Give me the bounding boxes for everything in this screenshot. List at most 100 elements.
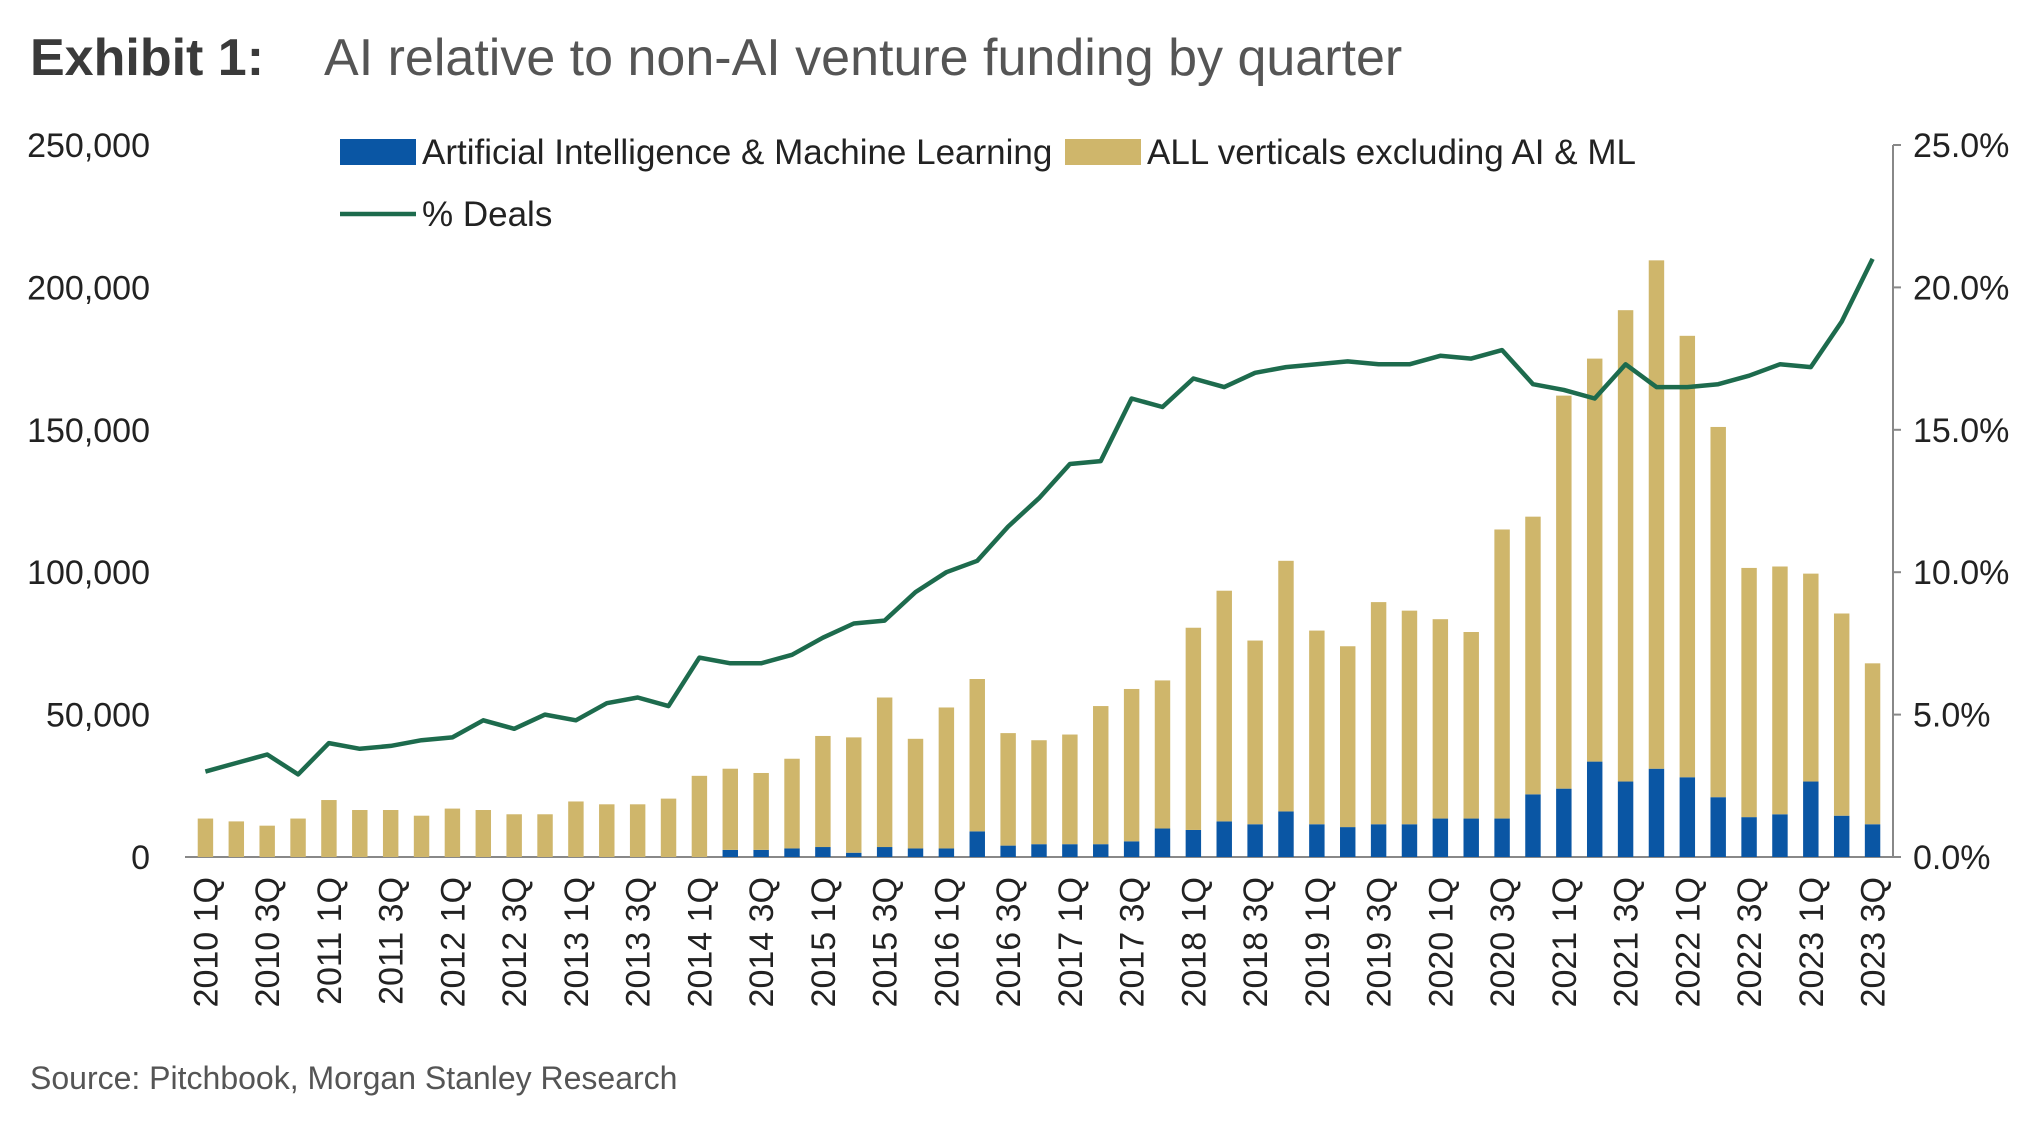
bar-non-ai-40: [1432, 619, 1449, 819]
left-tick-label: 100,000: [27, 554, 150, 592]
left-axis-ticks: 0 50,000 100,000 150,000 200,000 250,000: [27, 127, 150, 877]
bar-non-ai-8: [444, 808, 461, 857]
left-tick-label: 50,000: [46, 697, 150, 735]
bar-non-ai-11: [537, 814, 553, 857]
bar-ai-18: [753, 849, 769, 857]
legend-item: ALL verticals excluding AI & ML: [1065, 133, 1636, 172]
x-tick-label: 2019 3Q: [1361, 877, 1399, 1007]
bar-non-ai-51: [1772, 566, 1788, 815]
bar-non-ai-23: [907, 738, 924, 849]
x-tick-label: 2017 3Q: [1114, 877, 1152, 1007]
bar-ai-52: [1803, 781, 1819, 857]
x-tick-label: 2014 3Q: [743, 877, 781, 1007]
bar-non-ai-54: [1864, 663, 1881, 825]
bar-series: [197, 260, 1881, 857]
x-tick-label: 2013 3Q: [620, 877, 658, 1007]
bar-non-ai-34: [1247, 640, 1263, 825]
bar-non-ai-0: [197, 818, 214, 857]
bar-non-ai-1: [228, 821, 245, 857]
left-tick-label: 200,000: [27, 269, 150, 307]
bar-ai-27: [1031, 844, 1047, 857]
bar-non-ai-35: [1278, 560, 1294, 812]
right-tick-label: 10.0%: [1913, 554, 2009, 592]
x-axis-ticks: 2010 1Q 2010 3Q 2011 1Q 2011 3Q 2012 1Q 2012 …: [187, 877, 1892, 1007]
bar-non-ai-33: [1216, 590, 1232, 822]
bar-ai-44: [1556, 788, 1572, 857]
right-tick-label: 0.0%: [1913, 839, 1991, 877]
legend-label: ALL verticals excluding AI & ML: [1147, 133, 1636, 172]
bar-ai-47: [1648, 768, 1665, 857]
deals-line: [204, 257, 1875, 777]
bar-ai-53: [1833, 815, 1850, 857]
bar-non-ai-47: [1648, 260, 1665, 769]
right-axis-ticks: 0.0% 5.0% 10.0% 15.0% 20.0% 25.0%: [1893, 127, 2009, 877]
bar-non-ai-53: [1833, 613, 1850, 816]
bar-ai-34: [1247, 824, 1263, 857]
bar-non-ai-39: [1401, 610, 1418, 825]
bar-ai-50: [1741, 817, 1757, 857]
x-tick-label: 2015 3Q: [867, 877, 905, 1007]
bar-non-ai-45: [1586, 358, 1603, 762]
bar-ai-23: [907, 848, 924, 857]
bar-non-ai-2: [259, 825, 275, 857]
bar-ai-30: [1123, 841, 1140, 857]
left-tick-label: 0: [131, 839, 150, 877]
bar-ai-22: [876, 847, 893, 857]
bar-non-ai-4: [321, 800, 337, 857]
bar-ai-42: [1494, 818, 1510, 857]
bar-non-ai-9: [475, 810, 492, 857]
bar-ai-43: [1525, 794, 1541, 857]
bar-non-ai-7: [413, 815, 430, 857]
bar-non-ai-41: [1463, 632, 1479, 819]
bar-non-ai-30: [1123, 688, 1140, 842]
bar-ai-21: [846, 852, 862, 857]
bar-ai-48: [1679, 777, 1696, 857]
right-tick-label: 20.0%: [1913, 269, 2009, 307]
legend-item: Artificial Intelligence & Machine Learni…: [340, 133, 1052, 172]
legend-swatch: [1065, 139, 1141, 165]
x-tick-label: 2010 1Q: [187, 877, 225, 1007]
bar-non-ai-18: [753, 772, 769, 850]
exhibit-label: Exhibit 1:: [30, 29, 265, 87]
bar-non-ai-24: [938, 707, 955, 849]
bar-non-ai-3: [290, 818, 306, 857]
bar-non-ai-43: [1525, 516, 1541, 795]
x-tick-label: 2018 1Q: [1175, 877, 1213, 1007]
x-tick-label: 2021 1Q: [1546, 877, 1584, 1007]
x-tick-label: 2021 3Q: [1608, 877, 1646, 1007]
x-tick-label: 2011 1Q: [311, 877, 349, 1005]
x-tick-label: 2011 3Q: [373, 877, 411, 1005]
x-tick-label: 2012 3Q: [496, 877, 534, 1007]
bar-ai-39: [1401, 824, 1418, 857]
legend-item: % Deals: [340, 195, 552, 234]
bar-ai-36: [1309, 824, 1325, 857]
x-tick-label: 2012 1Q: [434, 877, 472, 1007]
x-tick-label: 2016 3Q: [990, 877, 1028, 1007]
x-tick-label: 2022 3Q: [1731, 877, 1769, 1007]
bar-non-ai-50: [1741, 567, 1757, 818]
bar-non-ai-36: [1309, 630, 1325, 825]
bar-ai-26: [1000, 845, 1016, 857]
exhibit-header: Exhibit 1: AI relative to non-AI venture …: [30, 28, 1402, 88]
bar-ai-37: [1340, 827, 1356, 857]
x-tick-label: 2020 3Q: [1484, 877, 1522, 1007]
bar-non-ai-48: [1679, 335, 1696, 778]
bar-non-ai-14: [629, 804, 646, 857]
bar-non-ai-25: [969, 679, 985, 832]
chart-title: AI relative to non-AI venture funding by…: [324, 29, 1403, 87]
bar-non-ai-16: [691, 775, 708, 857]
bar-non-ai-19: [784, 758, 800, 849]
bar-non-ai-22: [876, 697, 893, 848]
bar-ai-29: [1093, 844, 1109, 857]
bar-non-ai-44: [1556, 395, 1572, 789]
x-tick-label: 2016 1Q: [928, 877, 966, 1007]
bar-ai-49: [1710, 797, 1726, 857]
bar-ai-28: [1062, 844, 1078, 857]
x-tick-label: 2018 3Q: [1237, 877, 1275, 1007]
bar-ai-35: [1278, 811, 1294, 857]
x-tick-label: 2015 1Q: [805, 877, 843, 1007]
bar-ai-20: [815, 847, 831, 857]
bar-ai-25: [969, 831, 985, 857]
bar-ai-19: [784, 848, 800, 857]
